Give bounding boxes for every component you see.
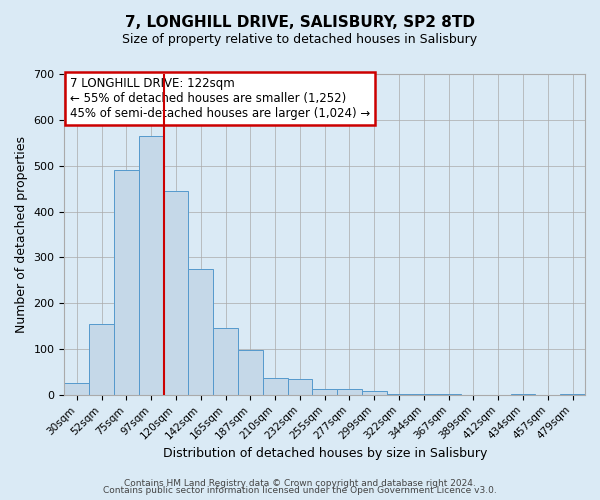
Bar <box>287 379 313 395</box>
Bar <box>412 394 436 395</box>
Bar <box>263 378 287 395</box>
Text: Contains HM Land Registry data © Crown copyright and database right 2024.: Contains HM Land Registry data © Crown c… <box>124 478 476 488</box>
Bar <box>139 136 164 395</box>
Bar <box>337 390 362 395</box>
Bar <box>386 394 412 395</box>
Text: 7 LONGHILL DRIVE: 122sqm
← 55% of detached houses are smaller (1,252)
45% of sem: 7 LONGHILL DRIVE: 122sqm ← 55% of detach… <box>70 77 370 120</box>
Bar <box>560 394 585 395</box>
Text: 7, LONGHILL DRIVE, SALISBURY, SP2 8TD: 7, LONGHILL DRIVE, SALISBURY, SP2 8TD <box>125 15 475 30</box>
Bar <box>313 389 337 395</box>
Text: Contains public sector information licensed under the Open Government Licence v3: Contains public sector information licen… <box>103 486 497 495</box>
Text: Size of property relative to detached houses in Salisbury: Size of property relative to detached ho… <box>122 32 478 46</box>
X-axis label: Distribution of detached houses by size in Salisbury: Distribution of detached houses by size … <box>163 447 487 460</box>
Bar <box>164 191 188 395</box>
Bar <box>511 394 535 395</box>
Bar <box>188 269 213 395</box>
Bar <box>436 394 461 395</box>
Bar <box>114 170 139 395</box>
Bar <box>89 324 114 395</box>
Bar <box>238 350 263 395</box>
Y-axis label: Number of detached properties: Number of detached properties <box>15 136 28 333</box>
Bar <box>64 384 89 395</box>
Bar <box>362 391 386 395</box>
Bar <box>213 328 238 395</box>
